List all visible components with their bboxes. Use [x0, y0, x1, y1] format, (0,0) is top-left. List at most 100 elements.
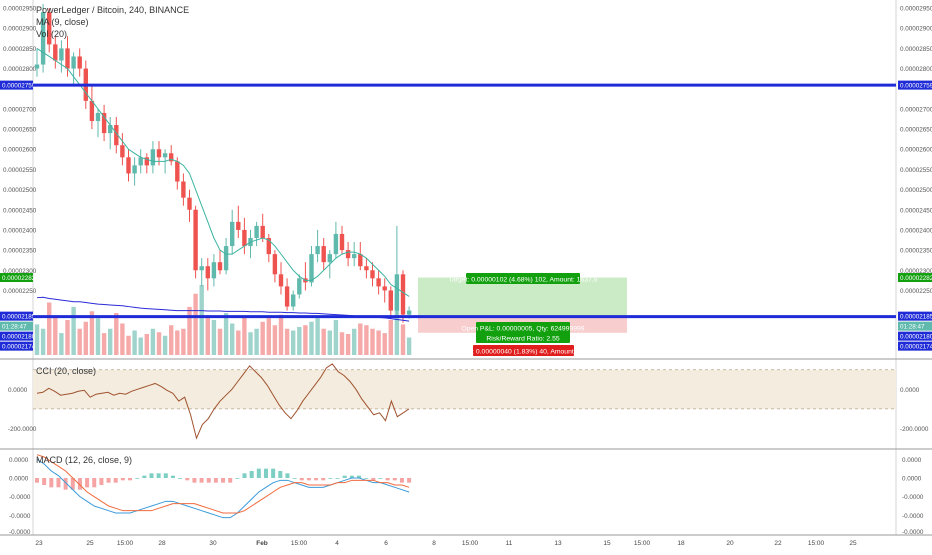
cci-tick-right: 0.0000	[900, 387, 920, 394]
macd-histogram-bar	[85, 478, 90, 488]
time-tick: 22	[774, 540, 782, 547]
macd-histogram-bar	[77, 478, 82, 490]
volume-bar	[138, 337, 143, 355]
volume-bar	[47, 302, 52, 355]
volume-legend[interactable]: Vol (20)	[36, 29, 68, 39]
candle-body	[376, 278, 381, 287]
candle-body	[132, 165, 137, 174]
cci-band	[33, 369, 896, 409]
target-tag-right: 0.00002282	[898, 273, 932, 283]
candle-body	[352, 254, 357, 259]
time-tick: 6	[384, 540, 388, 547]
ma-legend[interactable]: MA (9, close)	[36, 17, 89, 27]
volume-bar	[193, 293, 198, 355]
volume-bar	[266, 318, 271, 355]
price-tick-left: 0.00002450	[3, 207, 37, 214]
volume-bar	[144, 334, 149, 355]
volume-bar	[352, 328, 357, 355]
candle-body	[53, 44, 58, 61]
candle	[248, 229, 253, 259]
macd-histogram-bar	[385, 478, 390, 481]
candle	[199, 258, 204, 287]
candle	[388, 286, 393, 319]
time-tick: 15:00	[117, 540, 134, 547]
volume-bar	[34, 324, 40, 355]
candle	[120, 133, 125, 166]
resistance-tag-left-bg	[0, 80, 33, 90]
candle-body	[120, 145, 125, 158]
candle-body	[156, 149, 162, 158]
cci-tick-left: -200.0000	[8, 426, 37, 433]
macd-histogram-bar	[328, 478, 333, 479]
volume-bar	[284, 328, 290, 355]
bottom-tag-right: 0.00002174	[898, 341, 932, 351]
macd-histogram-bar	[228, 478, 233, 483]
candle-body	[266, 237, 271, 255]
candle	[223, 237, 229, 275]
candle	[144, 153, 149, 174]
candle-body	[77, 56, 82, 69]
price-tick-right: 0.00002800	[900, 66, 932, 73]
candle-body	[169, 153, 174, 162]
candle-body	[315, 246, 320, 255]
price-tick-right: 0.00002850	[900, 46, 932, 53]
entry-tag-left-bg	[0, 311, 33, 321]
price-tick-right: 0.00002950	[900, 6, 932, 13]
resistance-tag-left: 0.00002759	[0, 80, 36, 90]
stop-label-text: Stop: 0.00000040 (1.83%) 40, Amount: 750	[458, 348, 589, 355]
macd-tick-right: 0.0000	[902, 457, 922, 464]
candle	[352, 242, 357, 267]
candle-body	[114, 125, 119, 146]
price-tick-left: 0.00002350	[3, 248, 37, 255]
volume-bar	[65, 320, 70, 355]
macd-histogram-bar	[199, 478, 204, 483]
cci-legend[interactable]: CCI (20, close)	[36, 366, 97, 376]
volume-bar	[71, 306, 76, 355]
candle	[71, 52, 76, 85]
macd-histogram-bar	[135, 478, 140, 479]
volume-bar	[150, 328, 156, 355]
candle	[126, 149, 131, 182]
macd-histogram-bar	[213, 478, 218, 483]
pnl-label: Open P&L: 0.00000005, Qty: 624999999	[461, 322, 585, 333]
macd-histogram-bar	[235, 478, 240, 479]
macd-histogram-bar	[56, 478, 61, 488]
time-tick: 8	[432, 540, 436, 547]
candle-body	[345, 250, 351, 259]
volume-bar	[89, 311, 95, 355]
candle-body	[211, 262, 217, 279]
volume-bar	[327, 330, 332, 355]
candle-body	[181, 181, 186, 198]
candle-body	[230, 221, 235, 247]
volume-bar	[388, 320, 393, 355]
candle	[95, 108, 101, 138]
macd-histogram-bar	[49, 478, 54, 488]
candle-body	[333, 233, 339, 255]
volume-bar	[205, 315, 210, 355]
macd-tick-left: -0.0000	[9, 529, 31, 536]
macd-histogram-bar	[335, 478, 340, 479]
entry-tag-right: 0.00002185	[898, 311, 932, 321]
macd-histogram-bar	[299, 478, 304, 481]
entry-tag-left-text: 0.00002185	[2, 314, 36, 321]
macd-legend[interactable]: MACD (12, 26, close, 9)	[36, 455, 133, 465]
candle	[187, 189, 192, 222]
time-axis: 23 25 15:00 28 30 Feb 15:00 4 6 8 15:00 11 13 15 15:00…	[35, 540, 857, 547]
price-tick-right: 0.00002700	[900, 106, 932, 113]
target-label-text: Target: 0.00000102 (4.68%) 102, Amount: …	[449, 276, 598, 283]
macd-histogram-bar	[42, 478, 47, 485]
target-tag-right-bg	[898, 273, 932, 283]
candle-body	[187, 197, 192, 210]
candle-body	[138, 157, 143, 166]
time-tick: 11	[506, 540, 513, 547]
candle-body	[89, 100, 95, 122]
entry-tag-right-bg	[898, 311, 932, 321]
price-axis-left: 0.00002950 0.00002900 0.00002850 0.00002800…	[0, 6, 37, 351]
volume-bar	[120, 323, 125, 355]
volume-bar	[83, 321, 88, 355]
macd-histogram-bar	[278, 471, 283, 478]
candle-body	[309, 254, 314, 283]
entry-tag-right-text: 0.00002185	[900, 314, 932, 321]
